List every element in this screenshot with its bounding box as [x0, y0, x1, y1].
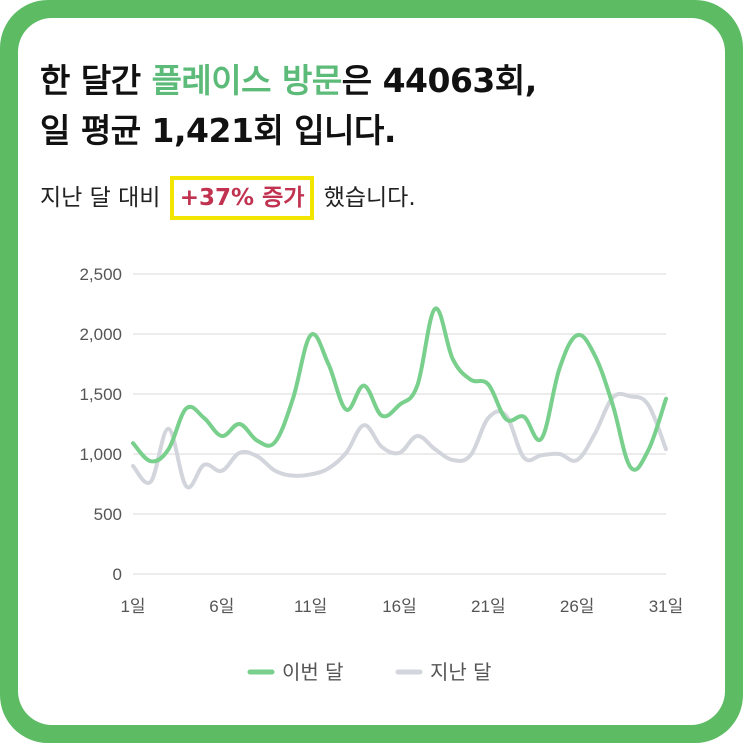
- y-tick-label: 0: [113, 565, 122, 584]
- legend-item-this-month: 이번 달: [282, 660, 344, 684]
- headline-average: 일 평균 1,421회 입니다.: [40, 111, 396, 150]
- increase-badge: +37% 증가: [169, 176, 315, 220]
- y-tick-label: 2,500: [79, 265, 122, 284]
- legend-item-last-month: 지난 달: [430, 660, 492, 684]
- comparison-prefix: 지난 달 대비: [40, 185, 168, 211]
- y-tick-label: 500: [94, 505, 122, 524]
- x-tick-label: 6일: [209, 597, 234, 616]
- x-tick-label: 31일: [649, 597, 684, 616]
- x-tick-label: 21일: [471, 597, 506, 616]
- x-tick-label: 11일: [294, 597, 327, 616]
- comparison-text: 지난 달 대비 +37% 증가 했습니다.: [40, 176, 416, 220]
- headline-accent: 플레이스 방문: [151, 61, 343, 100]
- x-tick-label: 26일: [560, 597, 595, 616]
- headline-prefix: 한 달간: [40, 61, 152, 100]
- series-line-this-month: [131, 306, 668, 472]
- comparison-suffix: 했습니다.: [316, 185, 416, 211]
- x-tick-label: 1일: [120, 597, 145, 616]
- y-tick-label: 2,000: [79, 325, 122, 344]
- series-line-last-month: [131, 391, 668, 490]
- headline-total: 은 44063회,: [341, 61, 538, 100]
- x-tick-label: 16일: [382, 597, 417, 616]
- y-tick-label: 1,000: [79, 445, 122, 464]
- headline: 한 달간 플레이스 방문은 44063회, 일 평균 1,421회 입니다.: [40, 56, 537, 156]
- report-card: [18, 18, 725, 725]
- y-tick-label: 1,500: [79, 385, 122, 404]
